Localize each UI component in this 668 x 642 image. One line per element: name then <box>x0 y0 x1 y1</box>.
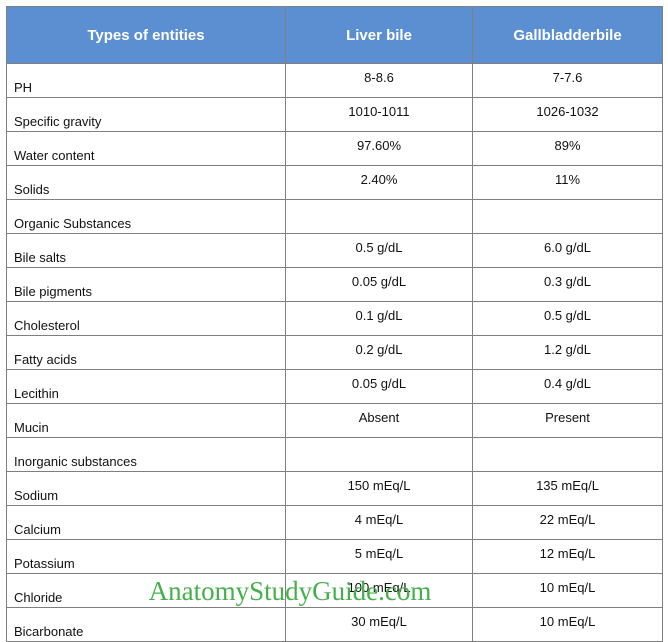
value-cell: 97.60% <box>285 131 473 166</box>
value-cell: 0.2 g/dL <box>285 335 473 370</box>
table-row: Specific gravity 1010-1011 1026-1032 <box>6 97 663 132</box>
value-cell <box>472 199 663 234</box>
row-label: Bile salts <box>6 233 286 268</box>
table-row: Chloride 100 mEq/L 10 mEq/L <box>6 573 663 608</box>
value-cell: 100 mEq/L <box>285 573 473 608</box>
table-row: PH 8-8.6 7-7.6 <box>6 63 663 98</box>
value-cell: 0.4 g/dL <box>472 369 663 404</box>
row-label: Chloride <box>6 573 286 608</box>
value-cell <box>285 437 473 472</box>
table-row: Solids 2.40% 11% <box>6 165 663 200</box>
value-cell: 10 mEq/L <box>472 607 663 642</box>
value-cell: 135 mEq/L <box>472 471 663 506</box>
table-row: Bile salts 0.5 g/dL 6.0 g/dL <box>6 233 663 268</box>
header-cell: Types of entities <box>6 6 286 64</box>
value-cell: 6.0 g/dL <box>472 233 663 268</box>
table-row: Fatty acids 0.2 g/dL 1.2 g/dL <box>6 335 663 370</box>
table-body: PH 8-8.6 7-7.6 Specific gravity 1010-1011 102… <box>6 63 663 642</box>
value-cell: 4 mEq/L <box>285 505 473 540</box>
header-cell: Liver bile <box>285 6 473 64</box>
row-label: Fatty acids <box>6 335 286 370</box>
page: Types of entities Liver bile Gallbladderbi… <box>6 6 663 642</box>
value-cell: 8-8.6 <box>285 63 473 98</box>
row-label: Mucin <box>6 403 286 438</box>
row-label: Bicarbonate <box>6 607 286 642</box>
row-label: Cholesterol <box>6 301 286 336</box>
row-label: Organic Substances <box>6 199 286 234</box>
row-label: Potassium <box>6 539 286 574</box>
table-row: Bile pigments 0.05 g/dL 0.3 g/dL <box>6 267 663 302</box>
value-cell: 89% <box>472 131 663 166</box>
table-row: Water content 97.60% 89% <box>6 131 663 166</box>
value-cell: 0.05 g/dL <box>285 267 473 302</box>
table-row: Potassium 5 mEq/L 12 mEq/L <box>6 539 663 574</box>
value-cell <box>285 199 473 234</box>
row-label: PH <box>6 63 286 98</box>
header-row: Types of entities Liver bile Gallbladderbi… <box>6 6 663 64</box>
row-label: Specific gravity <box>6 97 286 132</box>
value-cell <box>472 437 663 472</box>
table-row: Cholesterol 0.1 g/dL 0.5 g/dL <box>6 301 663 336</box>
value-cell: 2.40% <box>285 165 473 200</box>
table-row: Organic Substances <box>6 199 663 234</box>
header-cell: Gallbladderbile <box>472 6 663 64</box>
value-cell: 150 mEq/L <box>285 471 473 506</box>
value-cell: 1.2 g/dL <box>472 335 663 370</box>
value-cell: 1026-1032 <box>472 97 663 132</box>
table-row: Calcium 4 mEq/L 22 mEq/L <box>6 505 663 540</box>
value-cell: 22 mEq/L <box>472 505 663 540</box>
value-cell: 30 mEq/L <box>285 607 473 642</box>
watermark: AnatomyStudyGuide.com <box>148 576 432 606</box>
row-label: Inorganic substances <box>6 437 286 472</box>
row-label: Lecithin <box>6 369 286 404</box>
value-cell: 12 mEq/L <box>472 539 663 574</box>
row-label: Bile pigments <box>6 267 286 302</box>
table-row: Bicarbonate 30 mEq/L 10 mEq/L <box>6 607 663 642</box>
table-row: Inorganic substances <box>6 437 663 472</box>
table-row: Mucin Absent Present <box>6 403 663 438</box>
value-cell: Absent <box>285 403 473 438</box>
value-cell: 5 mEq/L <box>285 539 473 574</box>
value-cell: 0.3 g/dL <box>472 267 663 302</box>
value-cell: 0.5 g/dL <box>472 301 663 336</box>
row-label: Solids <box>6 165 286 200</box>
row-label: Calcium <box>6 505 286 540</box>
row-label: Sodium <box>6 471 286 506</box>
value-cell: 1010-1011 <box>285 97 473 132</box>
value-cell: 11% <box>472 165 663 200</box>
value-cell: 0.05 g/dL <box>285 369 473 404</box>
table-row: Sodium 150 mEq/L 135 mEq/L <box>6 471 663 506</box>
bile-table: Types of entities Liver bile Gallbladderbi… <box>6 6 663 642</box>
value-cell: 0.1 g/dL <box>285 301 473 336</box>
table-row: Lecithin 0.05 g/dL 0.4 g/dL <box>6 369 663 404</box>
value-cell: 7-7.6 <box>472 63 663 98</box>
value-cell: Present <box>472 403 663 438</box>
row-label: Water content <box>6 131 286 166</box>
value-cell: 0.5 g/dL <box>285 233 473 268</box>
